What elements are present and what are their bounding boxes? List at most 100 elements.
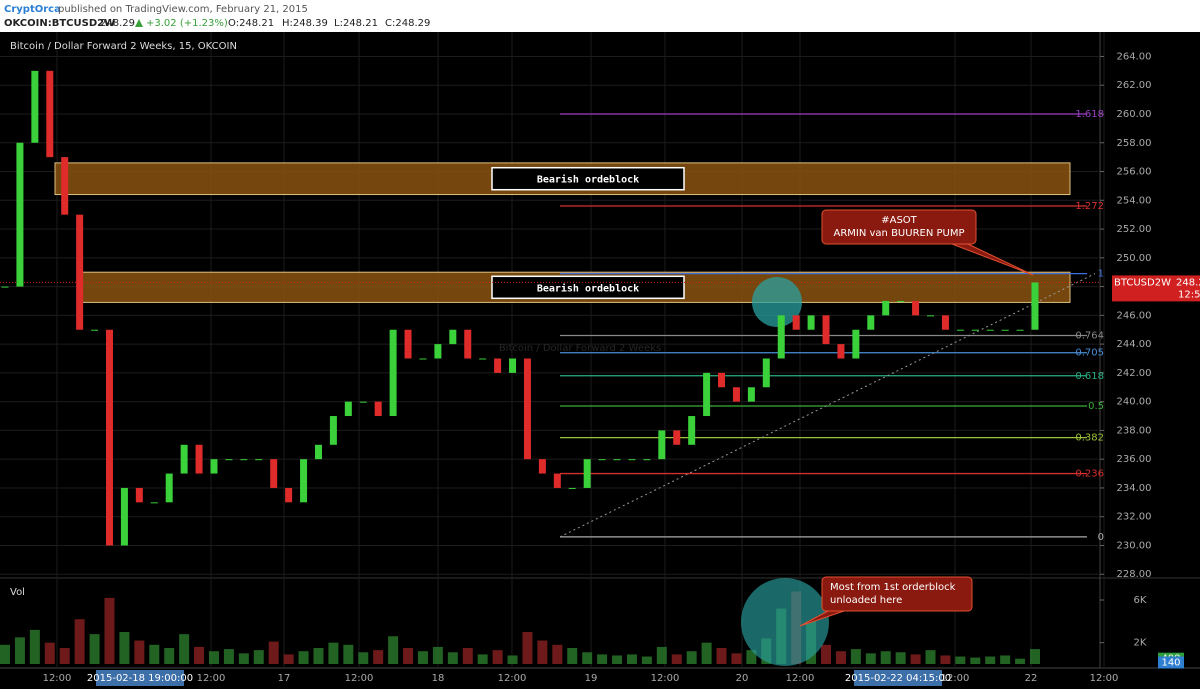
volume-bar <box>835 651 846 664</box>
vol-marker <box>1158 656 1184 669</box>
y-tick-label: 258.00 <box>1117 138 1152 149</box>
volume-bar <box>746 650 757 664</box>
y-tick-label: 260.00 <box>1117 109 1152 120</box>
callout-box <box>821 576 973 612</box>
candle-body <box>300 459 308 503</box>
candle-body <box>867 315 875 330</box>
candle-body <box>882 300 890 316</box>
time-label: 12:00 <box>43 673 72 684</box>
volume-bar <box>597 654 608 664</box>
volume-bar <box>194 646 205 664</box>
cursor-time-box <box>854 670 942 686</box>
vol-marker-label: 140 <box>1161 658 1180 669</box>
highlight-circle <box>741 578 829 666</box>
candle-body <box>509 358 517 373</box>
candle-body <box>389 329 397 417</box>
volume-bar <box>268 641 279 664</box>
volume-bar <box>462 648 473 664</box>
y-tick-label: 264.00 <box>1117 51 1152 62</box>
zone-label: Bearish ordeblock <box>537 282 639 294</box>
close: C:248.29 <box>385 18 430 29</box>
volume-bar <box>612 655 623 664</box>
callout-text: unloaded here <box>830 595 902 606</box>
volume-bar <box>238 653 249 664</box>
volume-bar <box>313 648 324 664</box>
vol-tick-label: 6K <box>1134 595 1147 606</box>
candle-body <box>927 315 935 317</box>
volume-bar <box>582 652 593 664</box>
candle-body <box>777 315 785 359</box>
volume-bar <box>821 644 832 664</box>
time-label: 12:00 <box>941 673 970 684</box>
candle-body <box>1016 329 1024 331</box>
candle-body <box>792 315 800 330</box>
up-arrow <box>135 19 143 27</box>
high: H:248.39 <box>282 18 328 29</box>
time-label: 19 <box>585 673 598 684</box>
candle-body <box>538 459 546 474</box>
time-label: 12:00 <box>651 673 680 684</box>
chart-bg <box>0 32 1200 689</box>
candle-body <box>837 344 845 359</box>
highlight-circle <box>752 277 802 327</box>
open: O:248.21 <box>228 18 274 29</box>
volume-bar <box>403 648 414 664</box>
candle-body <box>523 358 531 460</box>
volume-bar <box>925 650 936 664</box>
fib-label: 0.382 <box>1075 433 1104 444</box>
time-label: 20 <box>736 673 749 684</box>
volume-bar <box>432 646 443 664</box>
candle-body <box>31 70 39 143</box>
volume-bar <box>492 650 503 664</box>
candle-body <box>912 300 920 316</box>
candle-body <box>135 487 143 503</box>
time-label: 12:00 <box>345 673 374 684</box>
candle-body <box>374 401 382 417</box>
price-tag-bg <box>1112 275 1200 302</box>
volume-bar <box>626 654 637 664</box>
fib-label: 0.618 <box>1075 371 1104 382</box>
fib-label: 0.236 <box>1075 469 1104 480</box>
candle-body <box>434 344 442 359</box>
last: 248.29 <box>100 18 135 29</box>
fib-label: 0.705 <box>1075 348 1104 359</box>
watermark: Bitcoin / Dollar Forward 2 Weeks <box>499 343 661 354</box>
volume-bar <box>149 644 160 664</box>
header-bg <box>0 0 1200 32</box>
candle-body <box>120 487 128 546</box>
volume-label: Vol <box>10 587 25 598</box>
volume-bar <box>417 651 428 664</box>
author[interactable]: CryptOrca <box>4 4 61 15</box>
volume-bar <box>373 650 384 664</box>
trend-line <box>559 273 1096 538</box>
candle-body <box>747 387 755 402</box>
candle-body <box>419 358 427 360</box>
callout-text: ARMIN van BUUREN PUMP <box>833 228 964 239</box>
chart-title: Bitcoin / Dollar Forward 2 Weeks, 15, OK… <box>10 41 237 52</box>
volume-bar <box>865 653 876 664</box>
candle-body <box>105 329 113 546</box>
callout-text: #ASOT <box>881 215 917 226</box>
volume-bar <box>0 644 10 664</box>
callout-text: Most from 1st orderblock <box>830 582 956 593</box>
candle-body <box>359 401 367 403</box>
volume-bar <box>358 652 369 664</box>
volume-bar <box>343 644 354 664</box>
candle-body <box>91 329 99 331</box>
volume-bar <box>298 651 309 664</box>
candle-body <box>46 70 54 158</box>
candle-body <box>255 459 263 461</box>
y-tick-label: 256.00 <box>1117 167 1152 178</box>
y-tick-label: 234.00 <box>1117 483 1152 494</box>
candle-body <box>673 430 681 445</box>
candle-body <box>1001 329 1009 331</box>
time-label: 12:00 <box>197 673 226 684</box>
volume-bar <box>447 652 458 664</box>
fib-label: 0.764 <box>1075 330 1104 341</box>
y-tick-label: 252.00 <box>1117 224 1152 235</box>
volume-bar <box>910 654 921 664</box>
volume-bar <box>119 632 130 664</box>
published: published on TradingView.com, February 2… <box>58 4 308 15</box>
y-tick-label: 254.00 <box>1117 195 1152 206</box>
volume-bar <box>970 657 981 664</box>
